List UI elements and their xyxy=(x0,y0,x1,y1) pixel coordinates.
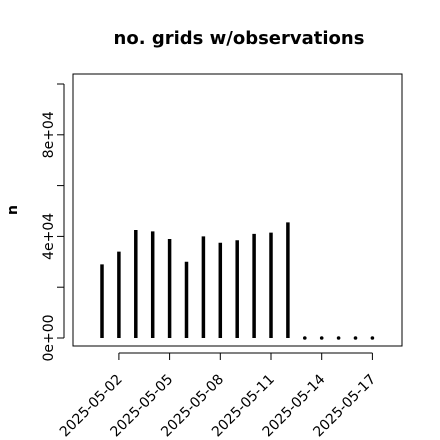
y-tick-label: 8e+04 xyxy=(41,111,57,158)
bar-zero xyxy=(370,336,375,340)
bars xyxy=(100,222,375,340)
chart-title: no. grids w/observations xyxy=(114,28,365,49)
plot-frame xyxy=(72,73,403,347)
y-tick-label: 0e+00 xyxy=(41,314,57,361)
bar-zero xyxy=(336,336,341,340)
x-axis: 2025-05-022025-05-052025-05-082025-05-11… xyxy=(57,352,379,440)
y-axis-label: n xyxy=(5,205,21,215)
y-tick-label: 4e+04 xyxy=(41,213,57,260)
bar-zero xyxy=(303,336,307,340)
y-axis: 0e+00 4e+04 8e+04 xyxy=(41,83,65,362)
bar-zero xyxy=(319,336,324,340)
bar-zero xyxy=(353,336,358,340)
